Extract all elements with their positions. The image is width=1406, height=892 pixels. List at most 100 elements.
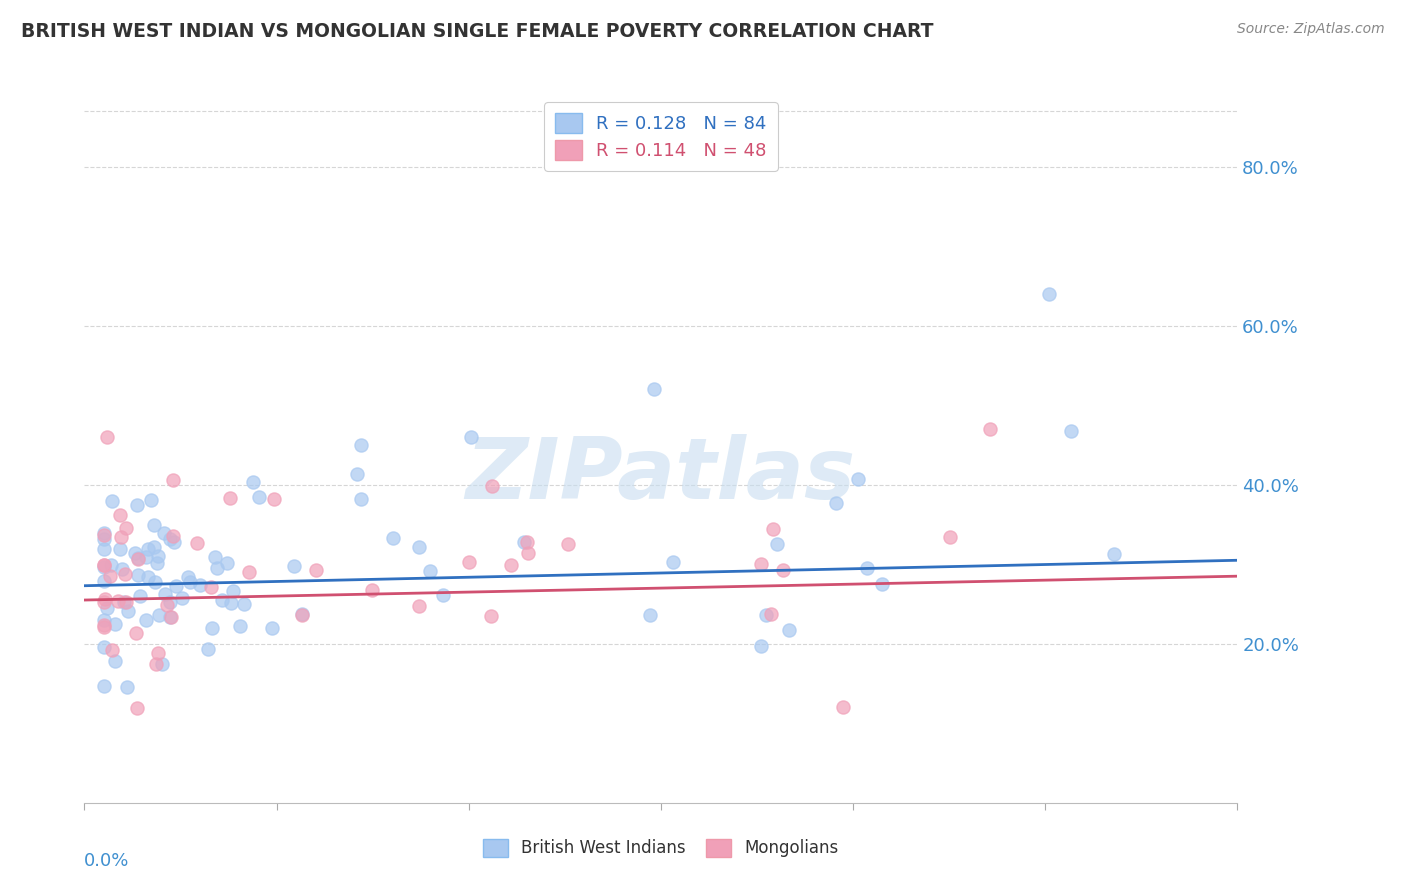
Point [350, 491, 373, 506]
Point [211, 592, 233, 607]
Point [197, 642, 219, 657]
Point [381, 532, 404, 546]
Point [460, 430, 482, 444]
Point [125, 499, 148, 513]
Point [640, 608, 662, 623]
Point [662, 555, 685, 569]
Point [219, 491, 242, 505]
Point [165, 578, 187, 592]
Point [219, 596, 242, 610]
Point [162, 534, 184, 549]
Point [117, 604, 139, 618]
Point [93, 559, 115, 574]
Point [238, 566, 260, 580]
Point [162, 528, 184, 542]
Point [479, 608, 502, 623]
Point [153, 526, 176, 541]
Point [755, 607, 778, 622]
Point [108, 508, 131, 522]
Point [762, 522, 785, 536]
Point [93, 532, 115, 546]
Point [190, 578, 212, 592]
Point [1104, 547, 1126, 561]
Point [262, 621, 284, 635]
Point [1038, 286, 1060, 301]
Point [98, 568, 121, 582]
Point [128, 589, 150, 603]
Point [870, 577, 893, 591]
Point [305, 563, 328, 577]
Point [93, 595, 115, 609]
Point [513, 535, 536, 549]
Point [148, 646, 170, 660]
Point [142, 540, 165, 554]
Point [96, 601, 118, 615]
Point [283, 559, 305, 574]
Point [93, 558, 115, 573]
Point [749, 557, 772, 571]
Point [103, 616, 125, 631]
Point [107, 594, 129, 608]
Point [856, 561, 879, 575]
Point [94, 592, 117, 607]
Point [93, 679, 115, 693]
Point [142, 518, 165, 533]
Point [179, 575, 201, 590]
Point [93, 620, 115, 634]
Point [150, 657, 173, 671]
Point [177, 570, 200, 584]
Point [100, 643, 122, 657]
Point [101, 494, 124, 508]
Point [145, 657, 167, 672]
Point [419, 564, 441, 578]
Point [159, 595, 181, 609]
Text: ZIPatlas: ZIPatlas [465, 434, 856, 517]
Point [127, 552, 149, 566]
Point [1060, 425, 1083, 439]
Point [759, 607, 782, 621]
Point [112, 595, 135, 609]
Point [432, 588, 454, 602]
Point [939, 530, 962, 544]
Point [200, 580, 222, 594]
Point [291, 608, 314, 623]
Point [263, 491, 285, 506]
Point [242, 475, 264, 489]
Text: Source: ZipAtlas.com: Source: ZipAtlas.com [1237, 22, 1385, 37]
Point [772, 563, 794, 577]
Point [162, 474, 184, 488]
Point [110, 562, 132, 576]
Point [204, 549, 226, 564]
Point [143, 575, 166, 590]
Point [110, 530, 132, 544]
Point [146, 556, 169, 570]
Point [350, 438, 373, 452]
Point [457, 555, 479, 569]
Point [481, 478, 503, 492]
Point [160, 609, 183, 624]
Text: 0.0%: 0.0% [84, 852, 129, 870]
Point [93, 528, 115, 542]
Point [135, 613, 157, 627]
Point [516, 534, 538, 549]
Point [93, 558, 115, 572]
Point [93, 618, 115, 632]
Point [205, 561, 228, 575]
Point [557, 537, 579, 551]
Point [114, 567, 136, 582]
Point [93, 640, 115, 654]
Point [201, 621, 224, 635]
Point [832, 700, 855, 714]
Point [361, 583, 384, 598]
Point [172, 591, 194, 605]
Point [124, 547, 146, 561]
Point [765, 537, 787, 551]
Point [115, 681, 138, 695]
Point [104, 654, 127, 668]
Point [93, 542, 115, 557]
Point [115, 521, 138, 535]
Point [778, 623, 800, 637]
Point [127, 567, 149, 582]
Point [159, 533, 181, 547]
Text: BRITISH WEST INDIAN VS MONGOLIAN SINGLE FEMALE POVERTY CORRELATION CHART: BRITISH WEST INDIAN VS MONGOLIAN SINGLE … [21, 22, 934, 41]
